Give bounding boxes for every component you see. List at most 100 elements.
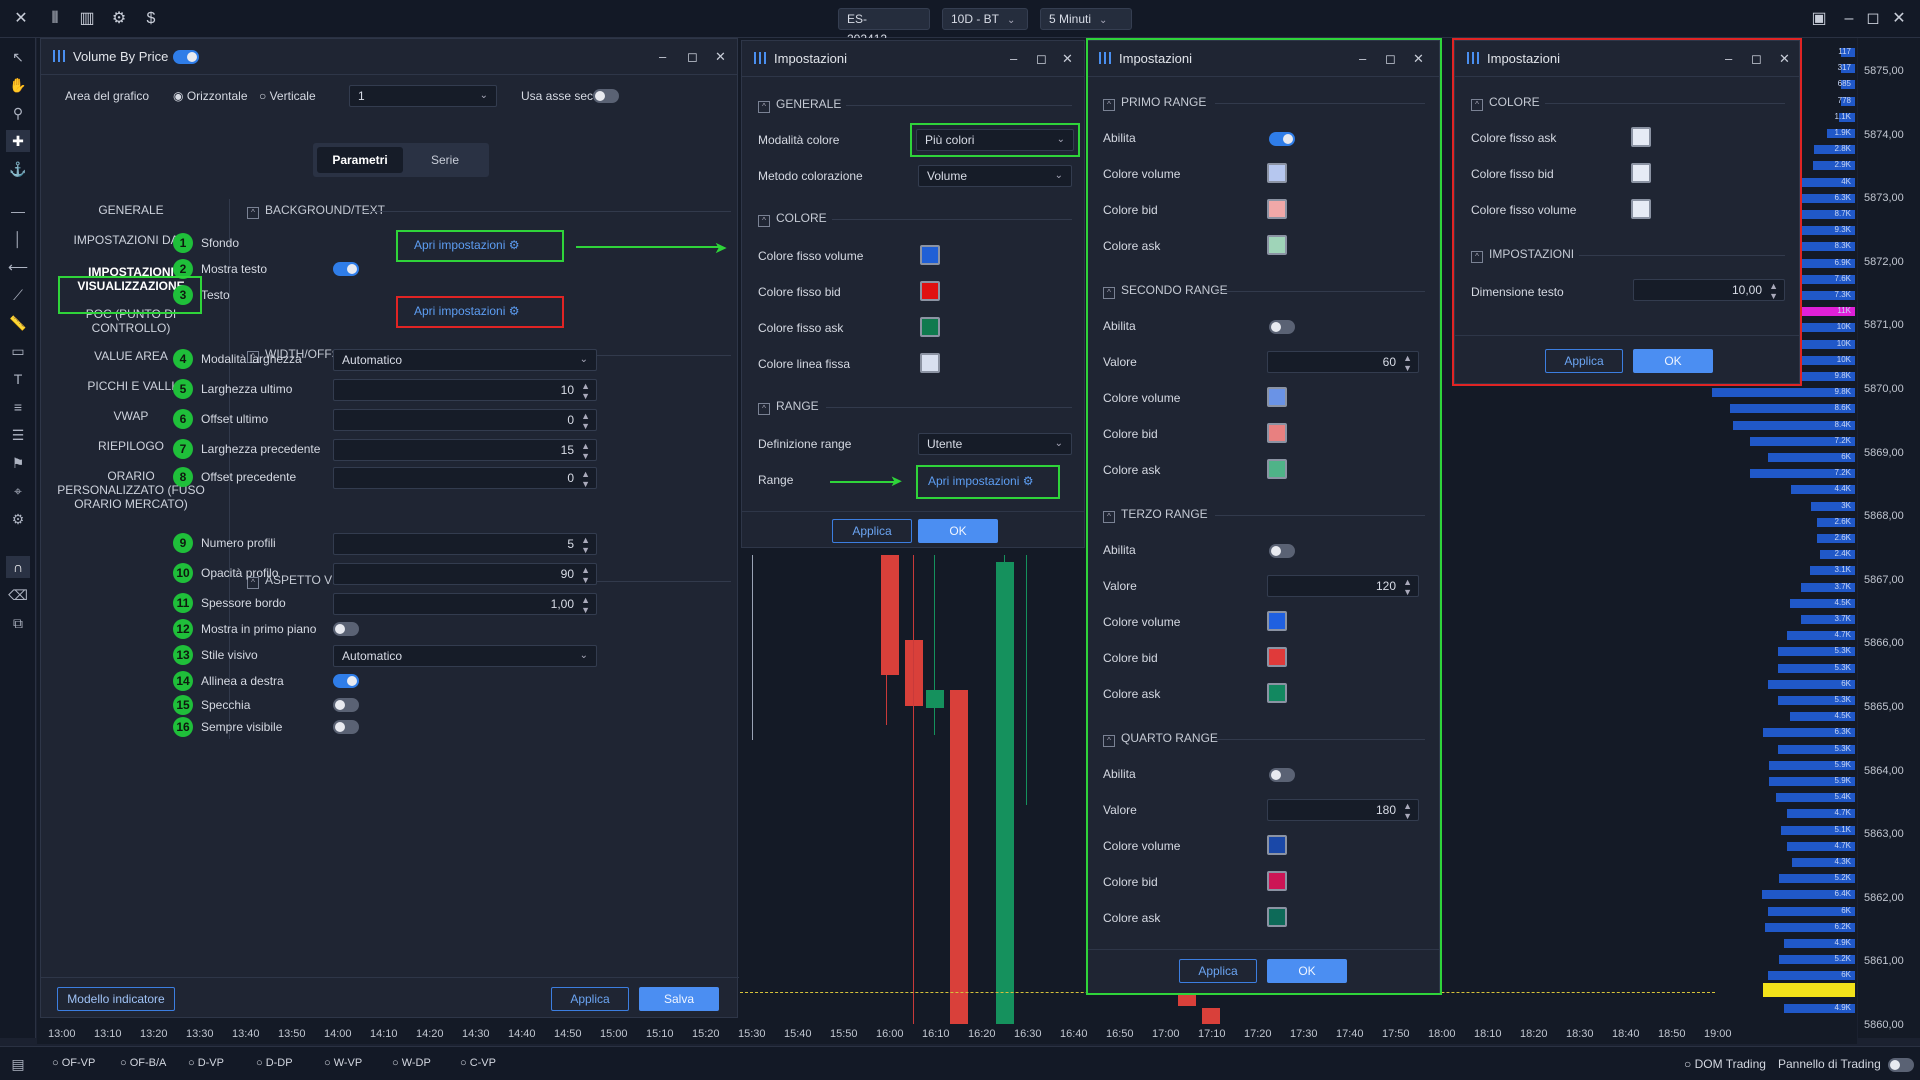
tab-params[interactable]: Parametri — [317, 147, 403, 173]
fixed-volume-swatch[interactable] — [920, 245, 940, 265]
maximize-icon[interactable]: ◻ — [1751, 51, 1762, 66]
area-select[interactable]: 1 ⌄ — [349, 85, 497, 107]
settings-tool-icon[interactable]: ⚙ — [11, 511, 25, 527]
currency-icon[interactable]: $ — [146, 10, 156, 27]
close-icon[interactable]: ✕ — [1779, 51, 1790, 66]
trend-line-icon[interactable]: ⟋ — [13, 287, 23, 303]
minimize-icon[interactable]: – — [659, 49, 667, 64]
zoom-icon[interactable]: ⚲ — [12, 105, 24, 121]
stepper-icon[interactable]: ▲ ▼ — [581, 441, 590, 461]
number-stepper[interactable]: 90 ▲ ▼ — [333, 563, 597, 585]
profile-mode-radio[interactable]: ○ OF-B/A — [120, 1057, 167, 1069]
tab-series[interactable]: Serie — [430, 153, 459, 167]
horizontal-line-icon[interactable]: — — [11, 203, 25, 219]
minimize-icon[interactable]: – — [1359, 51, 1367, 66]
stepper-icon[interactable]: ▲ ▼ — [1403, 353, 1412, 373]
section-background[interactable]: ^ BACKGROUND/TEXT — [247, 203, 385, 219]
number-stepper[interactable]: 15 ▲ ▼ — [333, 439, 597, 461]
magnet-icon[interactable]: ∩ — [6, 556, 30, 578]
section-width[interactable]: ^ WIDTH/OFFSET — [247, 347, 355, 363]
value-stepper[interactable]: 120 ▲ ▼ — [1267, 575, 1419, 597]
close-icon[interactable]: ✕ — [1062, 51, 1073, 66]
number-stepper[interactable]: 1,00 ▲ ▼ — [333, 593, 597, 615]
save-button[interactable]: Salva — [639, 987, 719, 1011]
range-open-settings[interactable]: Apri impostazioni ⚙ — [928, 474, 1033, 488]
nav-item[interactable]: RIEPILOGO — [97, 439, 165, 453]
stepper-icon[interactable]: ▲ ▼ — [1403, 801, 1412, 821]
trading-panel-toggle[interactable] — [1888, 1058, 1914, 1072]
section-range[interactable]: ^ PRIMO RANGE — [1103, 95, 1206, 111]
nav-item[interactable]: ORARIO PERSONALIZZATO (FUSO ORARIO MERCA… — [57, 469, 205, 511]
section-general[interactable]: ^ GENERALE — [758, 97, 841, 113]
rectangle-icon[interactable]: ▭ — [11, 343, 25, 359]
layout-icon[interactable]: ▣ — [1811, 10, 1827, 27]
range-select[interactable]: 10D - BT ⌄ — [942, 8, 1028, 30]
secondary-axis-toggle[interactable] — [593, 89, 619, 103]
close-icon[interactable]: ✕ — [14, 10, 28, 27]
nav-item[interactable]: VWAP — [113, 409, 149, 423]
section-range[interactable]: ^ QUARTO RANGE — [1103, 731, 1218, 747]
minimize-icon[interactable]: – — [1844, 10, 1854, 27]
candles-icon[interactable]: ⫴ — [51, 10, 59, 27]
enable-toggle[interactable] — [1269, 544, 1295, 558]
profile-mode-radio[interactable]: ○ OF-VP — [52, 1057, 96, 1069]
row-toggle[interactable] — [333, 622, 359, 636]
fixed-line-swatch[interactable] — [920, 353, 940, 373]
indicator-template-button[interactable]: Modello indicatore — [57, 987, 175, 1011]
number-stepper[interactable]: 0 ▲ ▼ — [333, 467, 597, 489]
maximize-icon[interactable]: ◻ — [687, 49, 698, 64]
color-volume-swatch[interactable] — [1267, 387, 1287, 407]
fixed-volume-swatch[interactable] — [1631, 199, 1651, 219]
row-toggle[interactable] — [333, 698, 359, 712]
range-definition-select[interactable]: Utente ⌄ — [918, 433, 1072, 455]
ray-icon[interactable]: ⟵ — [7, 259, 29, 275]
color-bid-swatch[interactable] — [1267, 423, 1287, 443]
nav-item[interactable]: IMPOSTAZIONI DATI — [73, 233, 189, 247]
section-color[interactable]: ^ COLORE — [1471, 95, 1540, 111]
value-stepper[interactable]: 60 ▲ ▼ — [1267, 351, 1419, 373]
flag-icon[interactable]: ⚑ — [11, 455, 25, 471]
dom-trading-toggle[interactable]: ○ DOM Trading — [1684, 1057, 1766, 1071]
number-stepper[interactable]: 10 ▲ ▼ — [333, 379, 597, 401]
ok-button[interactable]: OK — [1267, 959, 1347, 983]
profile-mode-radio[interactable]: ○ D-VP — [188, 1057, 224, 1069]
panel-icon[interactable]: ▤ — [11, 1056, 25, 1072]
color-volume-swatch[interactable] — [1267, 163, 1287, 183]
stepper-icon[interactable]: ▲ ▼ — [581, 411, 590, 431]
fixed-ask-swatch[interactable] — [920, 317, 940, 337]
stepper-icon[interactable]: ▲ ▼ — [581, 469, 590, 489]
hand-icon[interactable]: ✋ — [9, 77, 27, 93]
stepper-icon[interactable]: ▲ ▼ — [581, 595, 590, 615]
fixed-bid-swatch[interactable] — [1631, 163, 1651, 183]
radio-horizontal[interactable]: ◉ Orizzontale — [173, 89, 248, 103]
ruler-icon[interactable]: 📏 — [9, 315, 27, 331]
layers-icon[interactable]: ⧉ — [13, 615, 23, 631]
profile-mode-radio[interactable]: ○ D-DP — [256, 1057, 293, 1069]
minimize-icon[interactable]: – — [1725, 51, 1733, 66]
measure-icon[interactable]: ⌖ — [14, 483, 22, 499]
fixed-bid-swatch[interactable] — [920, 281, 940, 301]
stepper-icon[interactable]: ▲ ▼ — [1403, 577, 1412, 597]
gear-icon[interactable]: ⚙ — [111, 10, 127, 27]
section-range[interactable]: ^ RANGE — [758, 399, 819, 415]
color-method-select[interactable]: Volume ⌄ — [918, 165, 1072, 187]
enable-toggle[interactable] — [1269, 768, 1295, 782]
maximize-icon[interactable]: ◻ — [1036, 51, 1047, 66]
apply-button[interactable]: Applica — [1179, 959, 1257, 983]
instrument-select[interactable]: ES-202412⌄ — [838, 8, 930, 46]
close-window-icon[interactable]: ✕ — [1892, 10, 1906, 27]
color-volume-swatch[interactable] — [1267, 611, 1287, 631]
list-icon[interactable]: ☰ — [11, 427, 25, 443]
row-toggle[interactable] — [333, 262, 359, 276]
row-toggle[interactable] — [333, 720, 359, 734]
color-bid-swatch[interactable] — [1267, 199, 1287, 219]
color-bid-swatch[interactable] — [1267, 647, 1287, 667]
nav-item[interactable]: VALUE AREA — [94, 349, 168, 363]
section-color[interactable]: ^ COLORE — [758, 211, 827, 227]
background-open-settings[interactable]: Apri impostazioni ⚙ — [414, 238, 519, 252]
profile-mode-radio[interactable]: ○ W-VP — [324, 1057, 363, 1069]
color-volume-swatch[interactable] — [1267, 835, 1287, 855]
crosshair-icon[interactable]: ✚ — [6, 130, 30, 152]
maximize-icon[interactable]: ◻ — [1866, 10, 1880, 27]
color-ask-swatch[interactable] — [1267, 235, 1287, 255]
